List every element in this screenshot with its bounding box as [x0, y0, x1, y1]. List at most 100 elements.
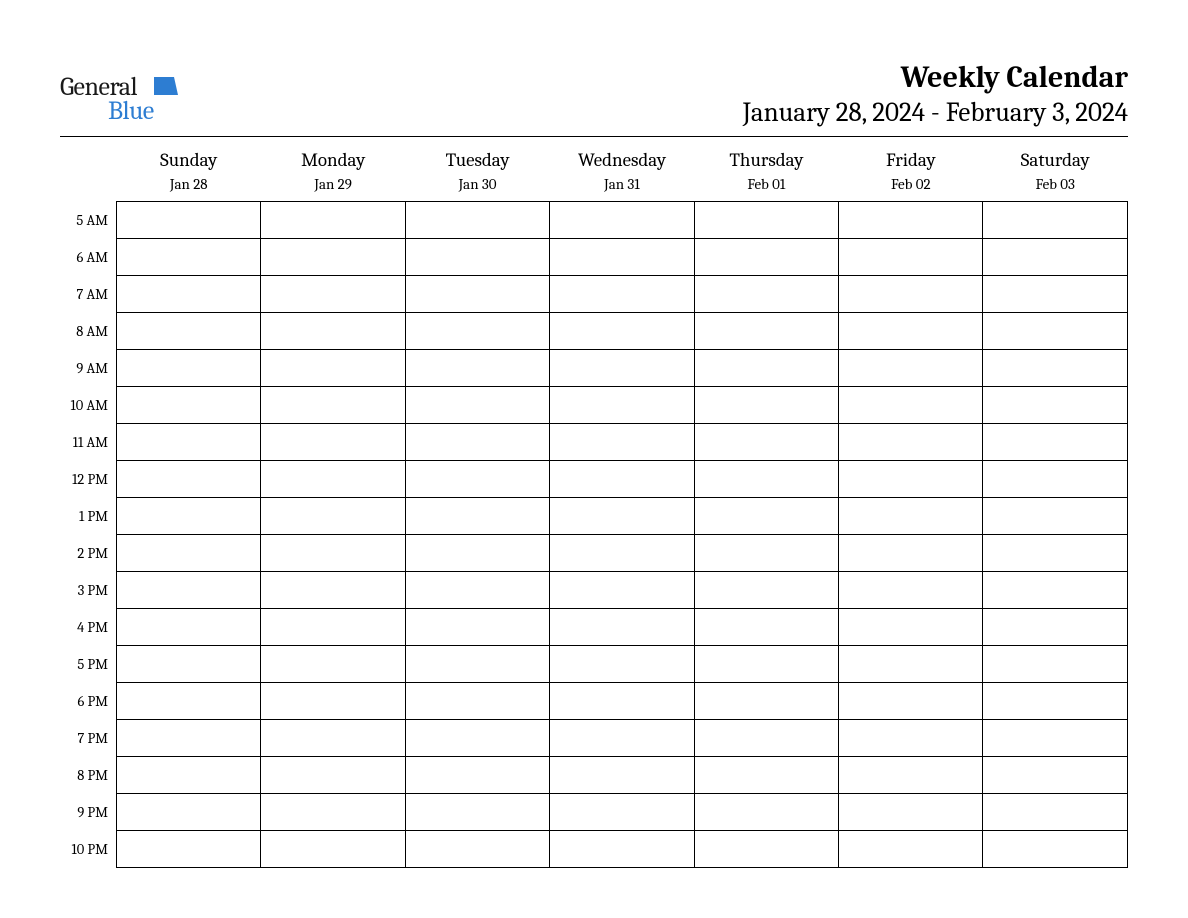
- time-label: 8 AM: [60, 313, 117, 350]
- calendar-cell: [550, 794, 694, 831]
- time-label: 10 PM: [60, 831, 117, 868]
- time-row: 10 AM: [60, 387, 1128, 424]
- calendar-cell: [694, 424, 838, 461]
- calendar-cell: [983, 424, 1128, 461]
- date-header: Jan 28: [117, 173, 261, 202]
- calendar-cell: [550, 276, 694, 313]
- calendar-cell: [261, 646, 405, 683]
- calendar-cell: [694, 831, 838, 868]
- time-label: 5 AM: [60, 202, 117, 239]
- calendar-cell: [839, 572, 983, 609]
- time-row: 4 PM: [60, 609, 1128, 646]
- calendar-cell: [839, 424, 983, 461]
- calendar-cell: [983, 646, 1128, 683]
- calendar-cell: [694, 683, 838, 720]
- time-label: 9 AM: [60, 350, 117, 387]
- calendar-cell: [405, 276, 549, 313]
- calendar-cell: [550, 461, 694, 498]
- calendar-cell: [261, 720, 405, 757]
- calendar-cell: [694, 387, 838, 424]
- calendar-cell: [983, 794, 1128, 831]
- calendar-cell: [117, 239, 261, 276]
- calendar-cell: [694, 794, 838, 831]
- time-label: 7 PM: [60, 720, 117, 757]
- calendar-cell: [261, 276, 405, 313]
- calendar-cell: [405, 831, 549, 868]
- calendar-cell: [405, 646, 549, 683]
- calendar-cell: [405, 313, 549, 350]
- calendar-cell: [550, 202, 694, 239]
- calendar-cell: [694, 646, 838, 683]
- calendar-cell: [983, 720, 1128, 757]
- calendar-cell: [694, 350, 838, 387]
- calendar-cell: [261, 239, 405, 276]
- time-row: 1 PM: [60, 498, 1128, 535]
- calendar-cell: [839, 535, 983, 572]
- calendar-cell: [117, 535, 261, 572]
- calendar-cell: [983, 350, 1128, 387]
- calendar-cell: [550, 609, 694, 646]
- calendar-cell: [839, 313, 983, 350]
- calendar-cell: [550, 535, 694, 572]
- calendar-cell: [117, 276, 261, 313]
- calendar-cell: [405, 239, 549, 276]
- calendar-cell: [261, 387, 405, 424]
- day-header: Monday: [261, 145, 405, 173]
- calendar-cell: [694, 498, 838, 535]
- calendar-cell: [839, 276, 983, 313]
- calendar-cell: [117, 683, 261, 720]
- calendar-cell: [983, 831, 1128, 868]
- day-header: Sunday: [117, 145, 261, 173]
- calendar-cell: [550, 572, 694, 609]
- calendar-cell: [694, 720, 838, 757]
- calendar-cell: [983, 313, 1128, 350]
- logo-text: General Blue: [60, 75, 154, 124]
- calendar-cell: [983, 239, 1128, 276]
- calendar-cell: [839, 202, 983, 239]
- calendar-cell: [839, 609, 983, 646]
- time-row: 6 AM: [60, 239, 1128, 276]
- calendar-cell: [117, 461, 261, 498]
- calendar-cell: [550, 720, 694, 757]
- date-header: Jan 31: [550, 173, 694, 202]
- title-block: Weekly Calendar January 28, 2024 - Febru…: [743, 60, 1128, 128]
- calendar-cell: [261, 535, 405, 572]
- time-label: 7 AM: [60, 276, 117, 313]
- day-header-row: Sunday Monday Tuesday Wednesday Thursday…: [60, 145, 1128, 173]
- calendar-cell: [405, 387, 549, 424]
- calendar-cell: [117, 350, 261, 387]
- calendar-cell: [694, 535, 838, 572]
- calendar-cell: [405, 720, 549, 757]
- time-row: 11 AM: [60, 424, 1128, 461]
- time-header-blank: [60, 173, 117, 202]
- time-header-blank: [60, 145, 117, 173]
- calendar-cell: [983, 535, 1128, 572]
- calendar-cell: [261, 498, 405, 535]
- calendar-cell: [117, 609, 261, 646]
- calendar-cell: [261, 461, 405, 498]
- day-header: Wednesday: [550, 145, 694, 173]
- time-row: 9 PM: [60, 794, 1128, 831]
- date-header: Feb 03: [983, 173, 1128, 202]
- time-label: 2 PM: [60, 535, 117, 572]
- calendar-cell: [261, 350, 405, 387]
- calendar-cell: [550, 424, 694, 461]
- calendar-cell: [694, 313, 838, 350]
- calendar-cell: [405, 794, 549, 831]
- time-label: 12 PM: [60, 461, 117, 498]
- calendar-cell: [117, 572, 261, 609]
- time-label: 11 AM: [60, 424, 117, 461]
- calendar-cell: [117, 424, 261, 461]
- calendar-cell: [983, 683, 1128, 720]
- time-label: 8 PM: [60, 757, 117, 794]
- calendar-cell: [261, 202, 405, 239]
- date-header: Jan 29: [261, 173, 405, 202]
- calendar-cell: [405, 498, 549, 535]
- calendar-cell: [405, 572, 549, 609]
- time-row: 7 AM: [60, 276, 1128, 313]
- calendar-cell: [983, 609, 1128, 646]
- calendar-cell: [117, 498, 261, 535]
- calendar-cell: [550, 350, 694, 387]
- time-label: 4 PM: [60, 609, 117, 646]
- calendar-cell: [983, 276, 1128, 313]
